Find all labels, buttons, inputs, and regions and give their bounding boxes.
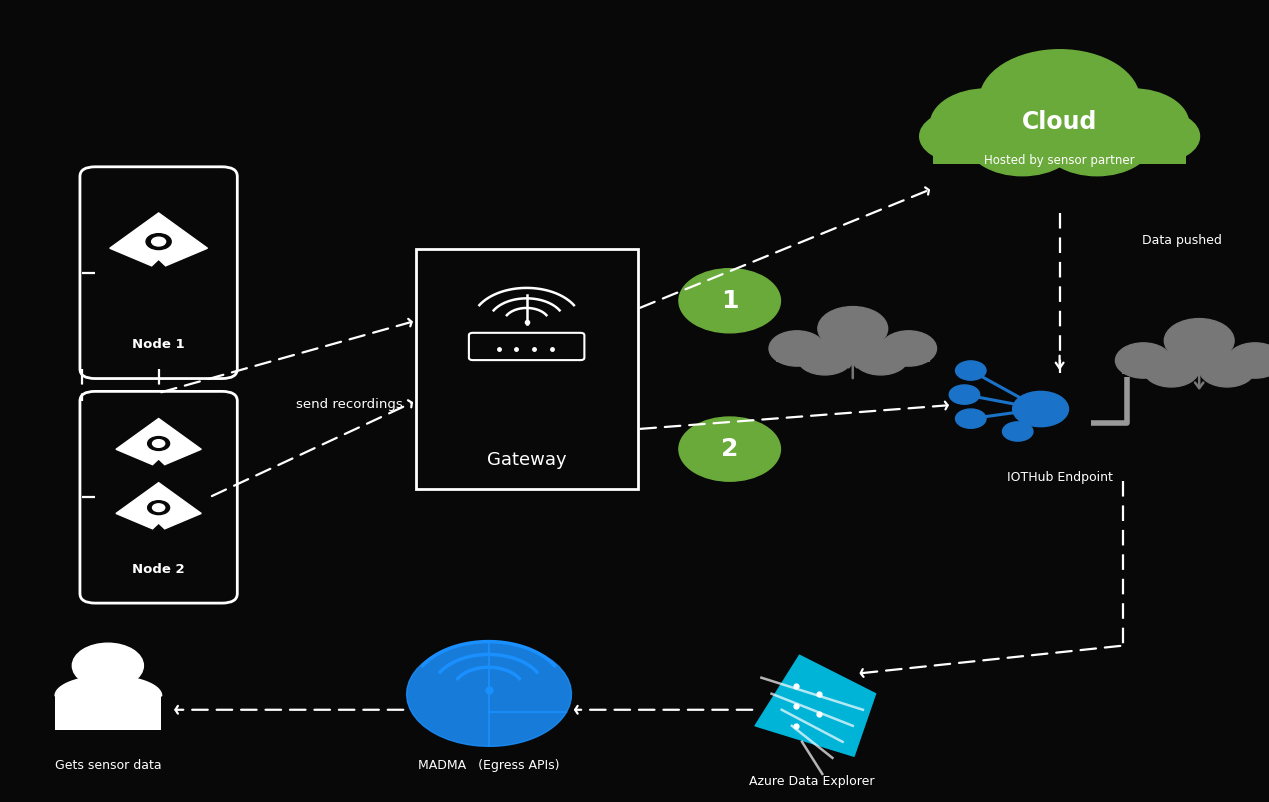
Circle shape	[797, 340, 853, 375]
Circle shape	[1115, 343, 1171, 379]
Text: Gets sensor data: Gets sensor data	[55, 759, 161, 772]
Circle shape	[769, 330, 825, 366]
Text: 2: 2	[721, 437, 739, 461]
Circle shape	[881, 330, 937, 366]
Circle shape	[1041, 105, 1152, 176]
Circle shape	[146, 233, 171, 249]
Circle shape	[817, 306, 888, 350]
Circle shape	[72, 643, 143, 688]
Circle shape	[1227, 343, 1269, 379]
Circle shape	[956, 409, 986, 428]
Circle shape	[147, 500, 170, 515]
Circle shape	[679, 417, 780, 481]
Polygon shape	[109, 213, 208, 265]
Polygon shape	[115, 419, 202, 464]
Circle shape	[1164, 318, 1233, 363]
Text: Hosted by sensor partner: Hosted by sensor partner	[985, 154, 1134, 167]
Circle shape	[152, 504, 165, 512]
FancyBboxPatch shape	[933, 132, 1187, 164]
Circle shape	[956, 361, 986, 380]
Circle shape	[1199, 351, 1255, 387]
Circle shape	[1003, 422, 1033, 441]
Circle shape	[967, 105, 1079, 176]
Circle shape	[152, 439, 165, 448]
FancyBboxPatch shape	[55, 694, 161, 730]
FancyBboxPatch shape	[80, 167, 237, 379]
Circle shape	[980, 50, 1140, 151]
Text: Cloud: Cloud	[1022, 110, 1098, 134]
Text: Gateway: Gateway	[487, 452, 566, 469]
Circle shape	[1077, 89, 1189, 160]
Circle shape	[147, 436, 170, 451]
Circle shape	[949, 385, 980, 404]
Circle shape	[853, 340, 909, 375]
Text: Node 1: Node 1	[132, 338, 185, 351]
Polygon shape	[755, 655, 876, 756]
Text: Azure Data Explorer: Azure Data Explorer	[750, 776, 874, 788]
Circle shape	[151, 237, 165, 246]
FancyBboxPatch shape	[416, 249, 637, 489]
Text: Node 2: Node 2	[132, 563, 185, 576]
Text: 1: 1	[721, 289, 739, 313]
FancyBboxPatch shape	[1122, 358, 1269, 374]
Circle shape	[1119, 111, 1199, 162]
Circle shape	[1143, 351, 1199, 387]
FancyBboxPatch shape	[468, 333, 584, 360]
FancyBboxPatch shape	[775, 346, 929, 362]
Circle shape	[679, 269, 780, 333]
Text: send recordings: send recordings	[296, 398, 402, 411]
Text: IOTHub Endpoint: IOTHub Endpoint	[1006, 471, 1113, 484]
Circle shape	[1013, 391, 1068, 427]
FancyBboxPatch shape	[80, 391, 237, 603]
Circle shape	[930, 89, 1042, 160]
Circle shape	[920, 111, 1000, 162]
Text: MADMA   (Egress APIs): MADMA (Egress APIs)	[418, 759, 560, 772]
Polygon shape	[115, 483, 202, 529]
Text: Data pushed: Data pushed	[1142, 234, 1222, 247]
